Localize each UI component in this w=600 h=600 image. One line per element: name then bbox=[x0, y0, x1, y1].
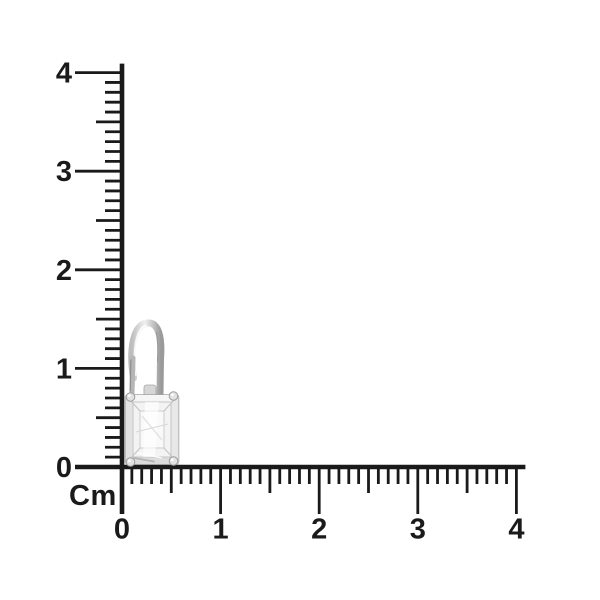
earring-photo bbox=[124, 319, 180, 467]
svg-text:3: 3 bbox=[410, 514, 426, 546]
earring-stone bbox=[124, 391, 180, 467]
unit-label: Cm bbox=[69, 480, 117, 512]
stone-prongs bbox=[125, 391, 179, 467]
svg-text:3: 3 bbox=[56, 156, 72, 188]
svg-text:1: 1 bbox=[56, 353, 72, 385]
svg-text:2: 2 bbox=[56, 255, 72, 287]
svg-text:2: 2 bbox=[311, 514, 327, 546]
svg-text:0: 0 bbox=[56, 452, 72, 484]
svg-text:0: 0 bbox=[114, 514, 130, 546]
earring-latch bbox=[129, 355, 136, 396]
svg-text:1: 1 bbox=[213, 514, 229, 546]
svg-text:4: 4 bbox=[56, 58, 72, 90]
earring-hook bbox=[128, 319, 165, 399]
svg-text:4: 4 bbox=[508, 514, 524, 546]
